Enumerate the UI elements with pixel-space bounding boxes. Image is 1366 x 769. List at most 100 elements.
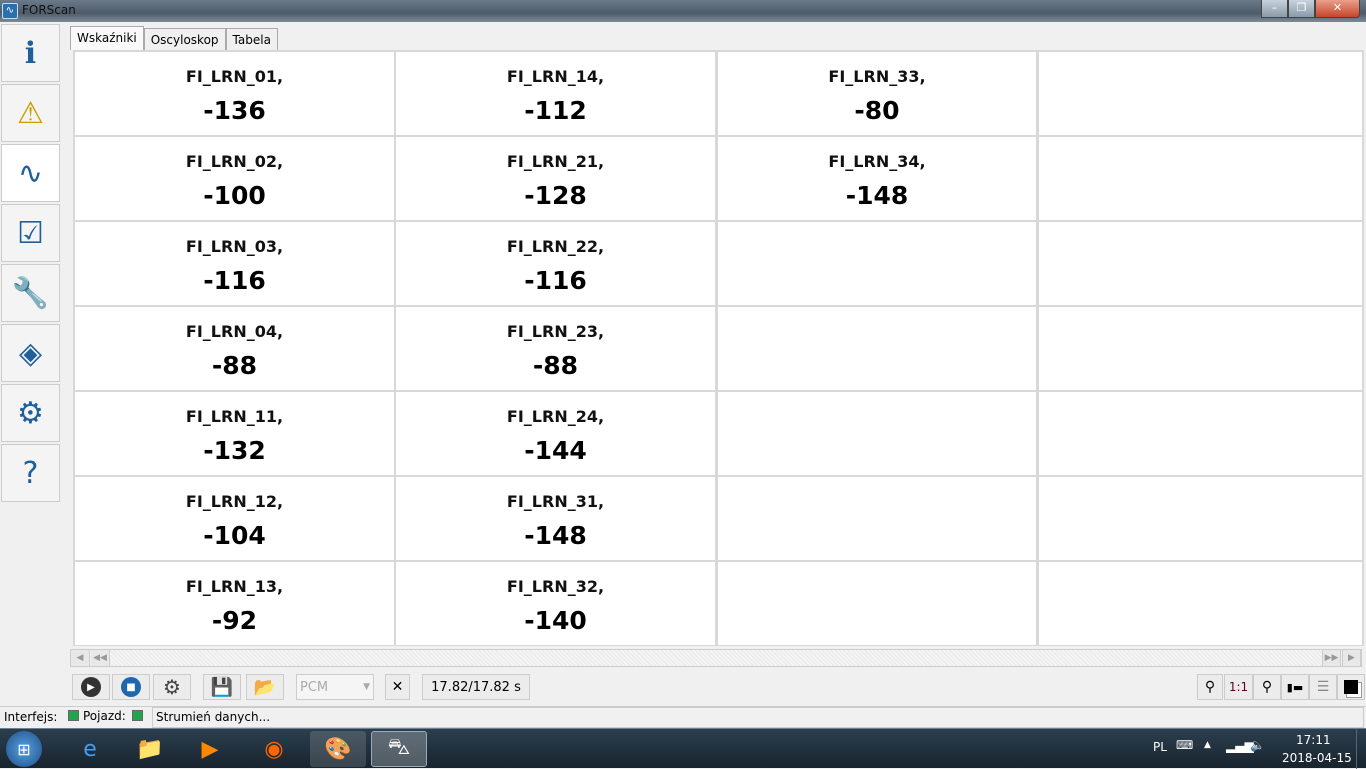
gauge-cell[interactable]: FI_LRN_22, -116 (396, 222, 715, 305)
settings-button[interactable]: ⚙ (153, 674, 191, 700)
zoom-out-button[interactable]: ⚲ (1197, 674, 1223, 700)
taskbar: ⊞ e 📁 ▶ ◉ 🎨 ⛍ PL ⌨ ▲ ▂▄▆ 🔈 17:11 2018-04… (0, 728, 1366, 769)
gauge-cell[interactable] (1039, 392, 1362, 475)
vehicle-label: Pojazd: (83, 709, 126, 723)
sidebar-item-help[interactable]: ? (1, 444, 60, 502)
ruler-button[interactable]: ▮▬ (1281, 674, 1309, 700)
open-button[interactable]: 📂 (246, 674, 284, 700)
interface-led (68, 710, 79, 721)
gauge-value: -92 (211, 606, 258, 635)
zoom-reset-button[interactable]: 1:1 (1224, 674, 1253, 700)
line-button[interactable]: ☰ (1309, 674, 1337, 700)
sidebar-item-info[interactable]: ℹ (1, 24, 60, 82)
gauge-cell[interactable]: FI_LRN_12, -104 (75, 477, 394, 560)
gauge-cell[interactable]: FI_LRN_03, -116 (75, 222, 394, 305)
gauge-cell[interactable] (1039, 137, 1362, 220)
gauge-cell[interactable]: FI_LRN_24, -144 (396, 392, 715, 475)
start-button[interactable]: ⊞ (6, 731, 42, 767)
stop-icon: ■ (121, 677, 141, 697)
taskbar-media[interactable]: ▶ (182, 731, 238, 767)
title-bar: ∿ FORScan – ❐ ✕ (0, 0, 1366, 22)
show-desktop-button[interactable] (1356, 729, 1366, 769)
gauge-cell[interactable]: FI_LRN_14, -112 (396, 52, 715, 135)
gauge-cell[interactable]: FI_LRN_33, -80 (718, 52, 1036, 135)
gauge-cell[interactable]: FI_LRN_21, -128 (396, 137, 715, 220)
gauge-grid: FI_LRN_01, -136 FI_LRN_14, -112 FI_LRN_33, -8… (73, 50, 1364, 646)
stop-button[interactable]: ■ (112, 674, 150, 700)
taskbar-forscan[interactable]: ⛍ (371, 731, 427, 767)
zoom-out-icon: ⚲ (1204, 679, 1216, 695)
sidebar-item-oscilloscope[interactable]: ∿ (1, 144, 60, 202)
gauge-cell[interactable]: FI_LRN_32, -140 (396, 562, 715, 645)
play-button[interactable]: ▶ (72, 674, 110, 700)
gauge-name: FI_LRN_02, (185, 152, 284, 171)
sidebar-item-dtc[interactable]: ⚠ (1, 84, 60, 142)
gauge-cell[interactable]: FI_LRN_13, -92 (75, 562, 394, 645)
clock-date[interactable]: 2018-04-15 (1282, 751, 1352, 765)
disconnect-button[interactable]: ✕ (385, 674, 410, 700)
play-icon: ▶ (81, 677, 101, 697)
gauge-cell[interactable] (718, 392, 1036, 475)
maximize-button[interactable]: ❐ (1288, 0, 1315, 18)
keyboard-icon[interactable]: ⌨ (1176, 738, 1194, 752)
tab-wskazniki[interactable]: Wskaźniki (70, 26, 144, 50)
gauge-name: FI_LRN_03, (185, 237, 284, 256)
color-button[interactable] (1337, 674, 1365, 700)
gauge-cell[interactable]: FI_LRN_02, -100 (75, 137, 394, 220)
close-button[interactable]: ✕ (1315, 0, 1360, 18)
gauge-cell[interactable] (718, 562, 1036, 645)
tab-tabela[interactable]: Tabela (225, 28, 278, 50)
gauge-cell[interactable] (1039, 307, 1362, 390)
gauge-value: -136 (203, 96, 266, 125)
gauge-name: FI_LRN_13, (185, 577, 284, 596)
gauge-cell[interactable]: FI_LRN_11, -132 (75, 392, 394, 475)
module-select[interactable]: PCM ▼ (296, 674, 374, 700)
gauge-cell[interactable]: FI_LRN_34, -148 (718, 137, 1036, 220)
sidebar-item-settings[interactable]: ⚙ (1, 384, 60, 442)
gauge-cell[interactable] (718, 222, 1036, 305)
scroll-fast-left-button[interactable]: ◀◀ (91, 650, 110, 666)
gauge-cell[interactable]: FI_LRN_23, -88 (396, 307, 715, 390)
gear-icon: ⚙ (17, 395, 44, 431)
language-indicator[interactable]: PL (1153, 740, 1167, 754)
folder-icon: 📂 (253, 676, 277, 698)
gauge-cell[interactable] (1039, 562, 1362, 645)
tab-oscyloskop[interactable]: Oscyloskop (143, 28, 226, 50)
gauge-name: FI_LRN_21, (506, 152, 605, 171)
gauge-name: FI_LRN_31, (506, 492, 605, 511)
scroll-right-button[interactable]: ▶ (1342, 650, 1361, 666)
show-hidden-icons[interactable]: ▲ (1204, 740, 1211, 750)
gauge-value: -128 (524, 181, 587, 210)
gauge-cell[interactable] (718, 477, 1036, 560)
gauge-cell[interactable]: FI_LRN_31, -148 (396, 477, 715, 560)
gauge-value: -144 (524, 436, 587, 465)
taskbar-firefox[interactable]: ◉ (246, 731, 302, 767)
gauge-cell[interactable] (718, 307, 1036, 390)
gauge-name: FI_LRN_33, (828, 67, 926, 86)
gauge-value: -100 (203, 181, 266, 210)
sidebar-item-tests[interactable]: ☑ (1, 204, 60, 262)
gauge-cell[interactable] (1039, 222, 1362, 305)
scroll-left-button[interactable]: ◀ (71, 650, 90, 666)
gauge-cell[interactable]: FI_LRN_04, -88 (75, 307, 394, 390)
network-icon[interactable]: ▂▄▆ (1226, 739, 1254, 753)
gauge-cell[interactable] (1039, 477, 1362, 560)
taskbar-ie[interactable]: e (62, 731, 118, 767)
interface-label: Interfejs: (4, 710, 58, 724)
taskbar-paint[interactable]: 🎨 (310, 731, 366, 767)
minimize-button[interactable]: – (1261, 0, 1288, 18)
horizontal-scrollbar[interactable]: ◀ ◀◀ ▶▶ ▶ (70, 649, 1362, 667)
gauge-cell[interactable] (1039, 52, 1362, 135)
sidebar-item-programming[interactable]: ◈ (1, 324, 60, 382)
sidebar-item-service[interactable]: 🔧 (1, 264, 60, 322)
volume-icon[interactable]: 🔈 (1250, 738, 1265, 752)
clock-time[interactable]: 17:11 (1296, 733, 1331, 747)
waveform-icon: ∿ (2, 3, 18, 19)
gauge-name: FI_LRN_22, (506, 237, 605, 256)
zoom-in-button[interactable]: ⚲ (1253, 674, 1281, 700)
gauge-value: -80 (854, 96, 900, 125)
save-button[interactable]: 💾 (203, 674, 241, 700)
scroll-fast-right-button[interactable]: ▶▶ (1322, 650, 1341, 666)
gauge-cell[interactable]: FI_LRN_01, -136 (75, 52, 394, 135)
taskbar-explorer[interactable]: 📁 (122, 731, 178, 767)
